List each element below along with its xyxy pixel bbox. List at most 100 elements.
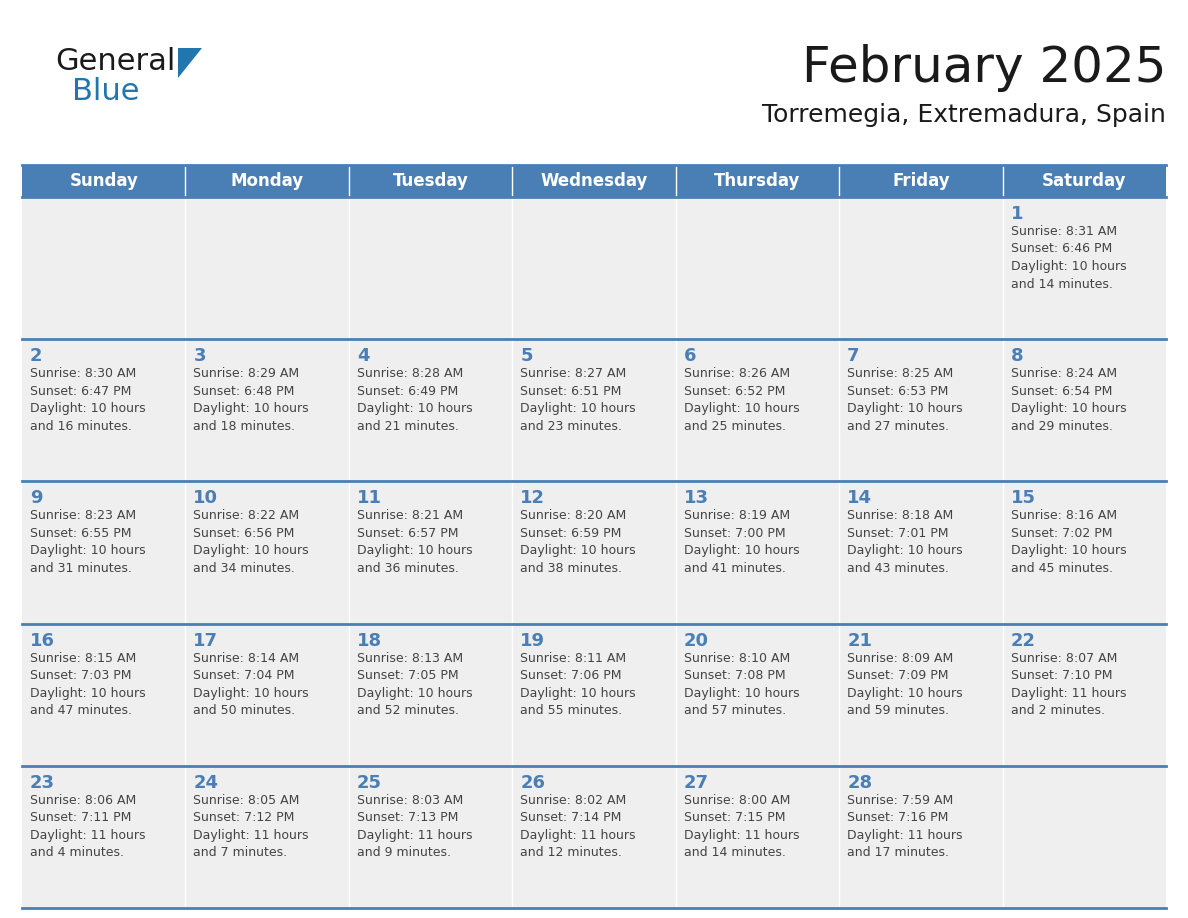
Text: Sunrise: 8:27 AM
Sunset: 6:51 PM
Daylight: 10 hours
and 23 minutes.: Sunrise: 8:27 AM Sunset: 6:51 PM Dayligh… bbox=[520, 367, 636, 432]
Text: Saturday: Saturday bbox=[1042, 172, 1126, 190]
Text: Sunrise: 8:24 AM
Sunset: 6:54 PM
Daylight: 10 hours
and 29 minutes.: Sunrise: 8:24 AM Sunset: 6:54 PM Dayligh… bbox=[1011, 367, 1126, 432]
Bar bbox=[512, 339, 676, 481]
Text: 1: 1 bbox=[1011, 205, 1023, 223]
Bar bbox=[185, 481, 349, 623]
Text: Sunday: Sunday bbox=[69, 172, 138, 190]
Text: February 2025: February 2025 bbox=[802, 44, 1165, 92]
Bar bbox=[349, 623, 512, 766]
Text: 27: 27 bbox=[684, 774, 709, 792]
Bar bbox=[676, 481, 839, 623]
Bar bbox=[512, 197, 676, 339]
Text: General: General bbox=[55, 48, 176, 76]
Bar bbox=[23, 623, 185, 766]
Bar bbox=[23, 339, 185, 481]
Text: Sunrise: 8:19 AM
Sunset: 7:00 PM
Daylight: 10 hours
and 41 minutes.: Sunrise: 8:19 AM Sunset: 7:00 PM Dayligh… bbox=[684, 509, 800, 575]
Text: Friday: Friday bbox=[892, 172, 949, 190]
Bar bbox=[1003, 165, 1165, 197]
Bar bbox=[23, 766, 185, 908]
Bar bbox=[1003, 197, 1165, 339]
Text: 12: 12 bbox=[520, 489, 545, 508]
Text: Sunrise: 8:11 AM
Sunset: 7:06 PM
Daylight: 10 hours
and 55 minutes.: Sunrise: 8:11 AM Sunset: 7:06 PM Dayligh… bbox=[520, 652, 636, 717]
Bar bbox=[1003, 339, 1165, 481]
Bar bbox=[185, 339, 349, 481]
Bar bbox=[512, 623, 676, 766]
Text: Sunrise: 8:25 AM
Sunset: 6:53 PM
Daylight: 10 hours
and 27 minutes.: Sunrise: 8:25 AM Sunset: 6:53 PM Dayligh… bbox=[847, 367, 962, 432]
Text: Sunrise: 8:10 AM
Sunset: 7:08 PM
Daylight: 10 hours
and 57 minutes.: Sunrise: 8:10 AM Sunset: 7:08 PM Dayligh… bbox=[684, 652, 800, 717]
Bar bbox=[512, 766, 676, 908]
Text: Tuesday: Tuesday bbox=[392, 172, 468, 190]
Text: Sunrise: 8:06 AM
Sunset: 7:11 PM
Daylight: 11 hours
and 4 minutes.: Sunrise: 8:06 AM Sunset: 7:11 PM Dayligh… bbox=[30, 794, 145, 859]
Bar bbox=[185, 766, 349, 908]
Bar bbox=[185, 197, 349, 339]
Text: Monday: Monday bbox=[230, 172, 304, 190]
Text: Sunrise: 8:30 AM
Sunset: 6:47 PM
Daylight: 10 hours
and 16 minutes.: Sunrise: 8:30 AM Sunset: 6:47 PM Dayligh… bbox=[30, 367, 146, 432]
Text: 7: 7 bbox=[847, 347, 860, 365]
Text: 19: 19 bbox=[520, 632, 545, 650]
Text: 26: 26 bbox=[520, 774, 545, 792]
Text: Sunrise: 8:22 AM
Sunset: 6:56 PM
Daylight: 10 hours
and 34 minutes.: Sunrise: 8:22 AM Sunset: 6:56 PM Dayligh… bbox=[194, 509, 309, 575]
Text: Sunrise: 8:00 AM
Sunset: 7:15 PM
Daylight: 11 hours
and 14 minutes.: Sunrise: 8:00 AM Sunset: 7:15 PM Dayligh… bbox=[684, 794, 800, 859]
Bar bbox=[676, 339, 839, 481]
Bar bbox=[185, 165, 349, 197]
Text: 28: 28 bbox=[847, 774, 872, 792]
Text: Sunrise: 8:16 AM
Sunset: 7:02 PM
Daylight: 10 hours
and 45 minutes.: Sunrise: 8:16 AM Sunset: 7:02 PM Dayligh… bbox=[1011, 509, 1126, 575]
Bar bbox=[839, 766, 1003, 908]
Text: 2: 2 bbox=[30, 347, 43, 365]
Bar bbox=[1003, 766, 1165, 908]
Bar bbox=[676, 766, 839, 908]
Text: 10: 10 bbox=[194, 489, 219, 508]
Text: Thursday: Thursday bbox=[714, 172, 801, 190]
Bar bbox=[676, 165, 839, 197]
Bar bbox=[512, 481, 676, 623]
Text: 11: 11 bbox=[356, 489, 381, 508]
Text: Blue: Blue bbox=[72, 77, 139, 106]
Text: 3: 3 bbox=[194, 347, 206, 365]
Bar bbox=[839, 481, 1003, 623]
Text: Wednesday: Wednesday bbox=[541, 172, 647, 190]
Text: 9: 9 bbox=[30, 489, 43, 508]
Text: Sunrise: 8:13 AM
Sunset: 7:05 PM
Daylight: 10 hours
and 52 minutes.: Sunrise: 8:13 AM Sunset: 7:05 PM Dayligh… bbox=[356, 652, 473, 717]
Bar bbox=[185, 623, 349, 766]
Text: Sunrise: 8:09 AM
Sunset: 7:09 PM
Daylight: 10 hours
and 59 minutes.: Sunrise: 8:09 AM Sunset: 7:09 PM Dayligh… bbox=[847, 652, 962, 717]
Text: Sunrise: 8:02 AM
Sunset: 7:14 PM
Daylight: 11 hours
and 12 minutes.: Sunrise: 8:02 AM Sunset: 7:14 PM Dayligh… bbox=[520, 794, 636, 859]
Text: 24: 24 bbox=[194, 774, 219, 792]
Text: 16: 16 bbox=[30, 632, 55, 650]
Bar bbox=[349, 339, 512, 481]
Text: 4: 4 bbox=[356, 347, 369, 365]
Bar bbox=[512, 165, 676, 197]
Bar bbox=[839, 165, 1003, 197]
Bar bbox=[839, 197, 1003, 339]
Polygon shape bbox=[178, 48, 202, 78]
Text: Sunrise: 8:15 AM
Sunset: 7:03 PM
Daylight: 10 hours
and 47 minutes.: Sunrise: 8:15 AM Sunset: 7:03 PM Dayligh… bbox=[30, 652, 146, 717]
Text: 13: 13 bbox=[684, 489, 709, 508]
Text: Sunrise: 8:29 AM
Sunset: 6:48 PM
Daylight: 10 hours
and 18 minutes.: Sunrise: 8:29 AM Sunset: 6:48 PM Dayligh… bbox=[194, 367, 309, 432]
Bar bbox=[1003, 623, 1165, 766]
Bar bbox=[349, 165, 512, 197]
Text: Sunrise: 8:14 AM
Sunset: 7:04 PM
Daylight: 10 hours
and 50 minutes.: Sunrise: 8:14 AM Sunset: 7:04 PM Dayligh… bbox=[194, 652, 309, 717]
Text: 22: 22 bbox=[1011, 632, 1036, 650]
Text: Sunrise: 7:59 AM
Sunset: 7:16 PM
Daylight: 11 hours
and 17 minutes.: Sunrise: 7:59 AM Sunset: 7:16 PM Dayligh… bbox=[847, 794, 962, 859]
Bar bbox=[839, 623, 1003, 766]
Text: 20: 20 bbox=[684, 632, 709, 650]
Text: Sunrise: 8:31 AM
Sunset: 6:46 PM
Daylight: 10 hours
and 14 minutes.: Sunrise: 8:31 AM Sunset: 6:46 PM Dayligh… bbox=[1011, 225, 1126, 290]
Text: Sunrise: 8:05 AM
Sunset: 7:12 PM
Daylight: 11 hours
and 7 minutes.: Sunrise: 8:05 AM Sunset: 7:12 PM Dayligh… bbox=[194, 794, 309, 859]
Text: Sunrise: 8:28 AM
Sunset: 6:49 PM
Daylight: 10 hours
and 21 minutes.: Sunrise: 8:28 AM Sunset: 6:49 PM Dayligh… bbox=[356, 367, 473, 432]
Text: Sunrise: 8:26 AM
Sunset: 6:52 PM
Daylight: 10 hours
and 25 minutes.: Sunrise: 8:26 AM Sunset: 6:52 PM Dayligh… bbox=[684, 367, 800, 432]
Bar bbox=[23, 481, 185, 623]
Bar bbox=[839, 339, 1003, 481]
Text: 5: 5 bbox=[520, 347, 532, 365]
Bar bbox=[1003, 481, 1165, 623]
Text: 17: 17 bbox=[194, 632, 219, 650]
Bar bbox=[23, 165, 185, 197]
Text: 25: 25 bbox=[356, 774, 381, 792]
Bar bbox=[349, 481, 512, 623]
Text: 8: 8 bbox=[1011, 347, 1023, 365]
Text: Sunrise: 8:03 AM
Sunset: 7:13 PM
Daylight: 11 hours
and 9 minutes.: Sunrise: 8:03 AM Sunset: 7:13 PM Dayligh… bbox=[356, 794, 473, 859]
Text: 6: 6 bbox=[684, 347, 696, 365]
Bar bbox=[676, 197, 839, 339]
Text: Sunrise: 8:23 AM
Sunset: 6:55 PM
Daylight: 10 hours
and 31 minutes.: Sunrise: 8:23 AM Sunset: 6:55 PM Dayligh… bbox=[30, 509, 146, 575]
Text: Sunrise: 8:21 AM
Sunset: 6:57 PM
Daylight: 10 hours
and 36 minutes.: Sunrise: 8:21 AM Sunset: 6:57 PM Dayligh… bbox=[356, 509, 473, 575]
Bar bbox=[676, 623, 839, 766]
Text: 18: 18 bbox=[356, 632, 383, 650]
Bar bbox=[349, 197, 512, 339]
